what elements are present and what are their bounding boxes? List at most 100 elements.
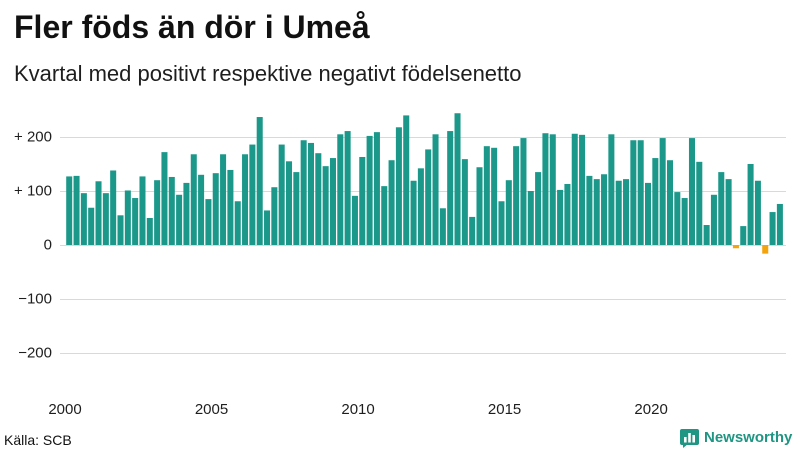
bar-positive xyxy=(190,154,197,245)
bar-positive xyxy=(271,187,278,245)
bar-positive xyxy=(549,134,556,245)
bar-positive xyxy=(110,170,117,245)
bar-positive xyxy=(645,182,652,245)
bar-positive xyxy=(66,176,73,245)
bar-positive xyxy=(476,167,483,245)
bar-positive xyxy=(234,201,241,245)
bar-positive xyxy=(615,180,622,245)
bar-positive xyxy=(220,154,227,245)
bar-positive xyxy=(579,134,586,245)
bar-positive xyxy=(132,198,139,245)
bar-positive xyxy=(483,146,490,245)
bar-positive xyxy=(168,176,175,245)
bar-positive xyxy=(88,207,95,245)
bar-positive xyxy=(307,142,315,245)
bar-positive xyxy=(344,131,351,245)
bar-positive xyxy=(154,180,161,245)
bar-positive xyxy=(776,203,783,245)
bar-positive xyxy=(447,131,454,245)
bar-positive xyxy=(124,190,131,245)
bar-positive xyxy=(366,135,373,245)
bar-positive xyxy=(659,138,666,245)
x-tick-label: 2015 xyxy=(488,401,521,418)
bar-positive xyxy=(491,147,498,245)
bar-positive xyxy=(146,218,153,245)
bar-positive xyxy=(249,144,256,245)
bar-positive xyxy=(674,192,681,245)
bar-positive xyxy=(740,226,747,245)
bar-positive xyxy=(388,160,395,245)
bar-positive xyxy=(557,189,564,245)
bar-positive xyxy=(351,195,358,245)
bar-positive xyxy=(710,194,717,245)
bar-positive xyxy=(359,156,366,245)
chart-subtitle: Kvartal med positivt respektive negativt… xyxy=(14,61,522,86)
newsworthy-bar-chart-icon xyxy=(680,428,699,448)
newsworthy-logo: Newsworthy xyxy=(680,428,792,448)
bar-positive xyxy=(205,199,212,245)
bar-positive xyxy=(542,133,549,245)
bar-positive xyxy=(688,138,695,245)
bar-positive xyxy=(513,146,520,245)
bar-positive xyxy=(498,201,505,245)
bar-positive xyxy=(176,194,183,245)
x-tick-label: 2010 xyxy=(341,401,374,418)
bar-positive xyxy=(183,182,190,245)
bar-positive xyxy=(571,133,578,245)
logo-text: Newsworthy xyxy=(704,429,793,446)
bar-positive xyxy=(212,173,219,245)
bar-positive xyxy=(80,193,87,245)
x-axis-tick-labels: 2000 2005 2010 2015 2020 xyxy=(48,401,667,418)
bar-positive xyxy=(754,180,761,245)
bar-positive xyxy=(395,127,402,245)
bar-positive xyxy=(293,172,300,245)
bar-positive xyxy=(300,140,307,245)
bar-positive xyxy=(117,215,124,245)
bars xyxy=(66,113,783,254)
bar-positive xyxy=(264,210,271,245)
bar-positive xyxy=(637,140,644,245)
bar-positive xyxy=(381,186,388,245)
bar-positive xyxy=(139,176,146,245)
bar-positive xyxy=(161,152,168,245)
bar-positive xyxy=(623,179,630,245)
bar-positive xyxy=(608,134,615,245)
bar-positive xyxy=(425,149,432,245)
y-tick-label: 0 xyxy=(44,237,52,254)
bar-positive xyxy=(630,140,637,245)
x-tick-label: 2000 xyxy=(48,401,81,418)
bar-positive xyxy=(696,161,703,245)
bar-positive xyxy=(747,164,754,245)
bar-positive xyxy=(769,212,776,245)
bar-positive xyxy=(278,144,285,245)
bar-positive xyxy=(535,172,542,245)
bar-negative xyxy=(732,245,739,249)
bar-positive xyxy=(198,174,205,245)
bar-positive xyxy=(520,138,527,245)
bar-positive xyxy=(461,159,468,245)
bar-positive xyxy=(564,183,571,245)
bar-positive xyxy=(322,166,329,245)
bar-positive xyxy=(652,158,659,245)
bar-positive xyxy=(256,117,263,245)
bar-positive xyxy=(73,175,80,245)
bar-positive xyxy=(703,225,710,245)
bar-positive xyxy=(454,113,461,246)
bar-positive xyxy=(286,161,293,245)
y-tick-label: −100 xyxy=(18,291,52,308)
source-note: Källa: SCB xyxy=(4,432,72,448)
bar-positive xyxy=(469,216,476,245)
bar-positive xyxy=(102,193,109,245)
bar-positive xyxy=(505,180,512,245)
bar-positive xyxy=(373,132,380,245)
y-axis-tick-labels: + 200 + 100 0 −100 −200 xyxy=(14,129,52,362)
bar-positive xyxy=(527,191,534,245)
y-tick-label: −200 xyxy=(18,345,52,362)
bar-positive xyxy=(403,115,410,246)
x-tick-label: 2020 xyxy=(634,401,667,418)
bar-positive xyxy=(337,134,344,245)
bar-positive xyxy=(666,160,674,245)
bar-positive xyxy=(432,134,439,245)
